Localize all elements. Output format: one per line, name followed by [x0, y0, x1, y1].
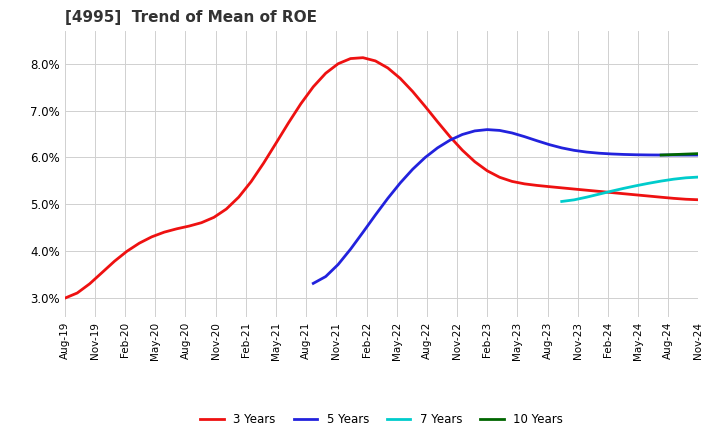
5 Years [495, 128, 504, 133]
Legend: 3 Years, 5 Years, 7 Years, 10 Years: 3 Years, 5 Years, 7 Years, 10 Years [196, 409, 567, 431]
3 Years [694, 197, 703, 202]
Line: 10 Years: 10 Years [661, 154, 698, 155]
3 Years [371, 58, 379, 63]
5 Years [669, 152, 678, 158]
Line: 7 Years: 7 Years [562, 177, 698, 202]
7 Years [619, 186, 628, 191]
5 Years [359, 230, 367, 235]
5 Years [682, 152, 690, 158]
5 Years [458, 132, 467, 137]
5 Years [396, 180, 405, 186]
3 Years [483, 168, 492, 173]
7 Years [595, 191, 603, 197]
5 Years [334, 262, 343, 267]
7 Years [582, 194, 591, 200]
10 Years [657, 152, 665, 158]
5 Years [420, 155, 429, 160]
3 Years [110, 259, 119, 264]
5 Years [433, 145, 442, 150]
Line: 5 Years: 5 Years [313, 130, 698, 283]
5 Years [657, 152, 665, 158]
Text: [4995]  Trend of Mean of ROE: [4995] Trend of Mean of ROE [65, 11, 317, 26]
5 Years [470, 128, 479, 134]
3 Years [657, 194, 665, 200]
5 Years [309, 281, 318, 286]
5 Years [619, 152, 628, 157]
5 Years [483, 127, 492, 132]
3 Years [359, 55, 367, 60]
5 Years [545, 142, 554, 147]
5 Years [508, 130, 516, 136]
Line: 3 Years: 3 Years [65, 58, 698, 298]
7 Years [570, 197, 578, 202]
10 Years [694, 151, 703, 156]
7 Years [694, 174, 703, 180]
7 Years [607, 188, 616, 194]
5 Years [595, 150, 603, 156]
7 Years [682, 175, 690, 180]
10 Years [669, 152, 678, 157]
5 Years [408, 167, 417, 172]
5 Years [694, 152, 703, 158]
5 Years [582, 150, 591, 155]
5 Years [607, 151, 616, 157]
5 Years [520, 134, 528, 139]
5 Years [371, 213, 379, 218]
7 Years [669, 176, 678, 182]
7 Years [657, 179, 665, 184]
7 Years [557, 199, 566, 204]
5 Years [346, 246, 355, 252]
5 Years [321, 274, 330, 279]
5 Years [644, 152, 653, 158]
5 Years [446, 138, 454, 143]
5 Years [533, 138, 541, 143]
3 Years [458, 147, 467, 153]
7 Years [632, 183, 641, 188]
3 Years [284, 120, 293, 125]
5 Years [557, 145, 566, 150]
10 Years [682, 151, 690, 157]
5 Years [570, 148, 578, 153]
5 Years [632, 152, 641, 158]
5 Years [384, 196, 392, 201]
7 Years [644, 181, 653, 186]
3 Years [60, 296, 69, 301]
